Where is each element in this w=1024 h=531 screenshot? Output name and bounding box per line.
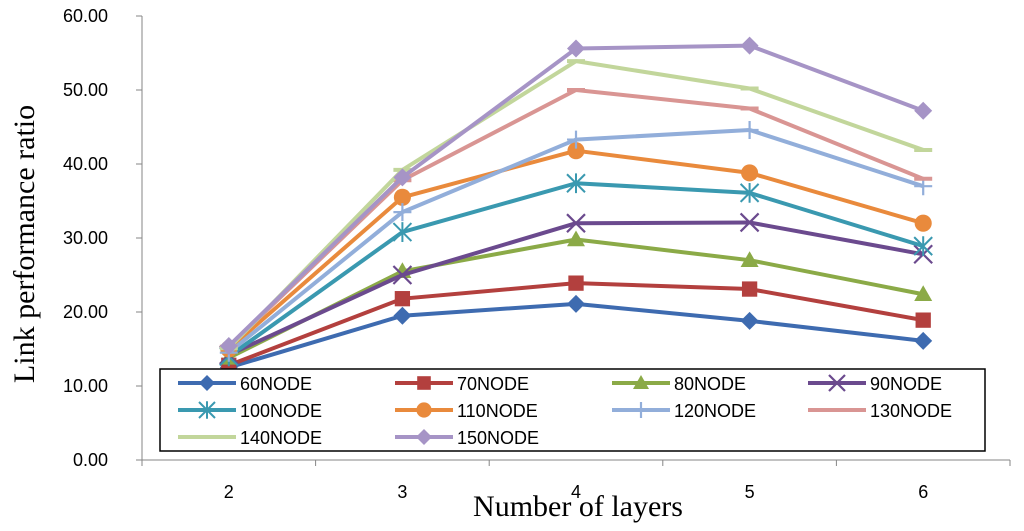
data-point — [740, 251, 759, 267]
legend-item-100node: 100NODE — [178, 401, 322, 421]
data-point — [567, 130, 585, 149]
data-point — [914, 101, 933, 120]
data-point — [393, 188, 411, 206]
data-point — [915, 312, 931, 328]
legend-item-130node: 130NODE — [808, 401, 952, 421]
legend-label: 80NODE — [674, 374, 746, 394]
data-point — [393, 306, 412, 325]
y-tick-labels: 0.00 10.00 20.00 30.00 40.00 50.00 60.00 — [63, 6, 108, 470]
data-point — [392, 265, 413, 285]
data-point — [828, 374, 846, 392]
x-tick-label: 6 — [918, 482, 928, 502]
x-tick-labels: 2 3 4 5 6 — [224, 482, 928, 502]
data-point — [633, 375, 649, 389]
data-point — [739, 182, 760, 203]
data-point — [394, 291, 411, 307]
data-point — [198, 401, 216, 419]
legend-item-110node: 110NODE — [395, 401, 538, 421]
y-tick-label: 50.00 — [63, 80, 108, 100]
legend-item-60node: 60NODE — [178, 374, 312, 394]
data-point — [741, 281, 758, 297]
data-point — [416, 402, 432, 418]
legend-label: 140NODE — [240, 428, 322, 448]
data-point — [633, 402, 649, 418]
data-point — [417, 376, 431, 390]
x-tick-label: 2 — [224, 482, 234, 502]
legend-label: 60NODE — [240, 374, 312, 394]
legend-item-80node: 80NODE — [612, 374, 746, 394]
data-point — [219, 337, 238, 356]
legend-item-140node: 140NODE — [178, 428, 322, 448]
y-tick-label: 10.00 — [63, 376, 108, 396]
y-tick-label: 0.00 — [73, 450, 108, 470]
data-point — [914, 285, 933, 301]
y-axis-title: Link performance ratio — [8, 105, 41, 383]
legend-item-150node: 150NODE — [395, 428, 539, 448]
series-90node — [219, 212, 933, 365]
series-group — [219, 36, 933, 377]
series-70node — [221, 275, 931, 373]
data-point — [566, 213, 586, 233]
data-point — [199, 375, 215, 391]
data-point — [567, 230, 585, 247]
y-tick-label: 30.00 — [63, 228, 108, 248]
legend-label: 90NODE — [870, 374, 942, 394]
data-point — [914, 331, 933, 350]
data-point — [740, 36, 759, 55]
x-axis-title: Number of layers — [473, 490, 683, 523]
legend-item-120node: 120NODE — [612, 401, 756, 421]
data-point — [416, 429, 432, 445]
data-point — [393, 203, 412, 222]
data-point — [392, 222, 413, 242]
legend-label: 150NODE — [457, 428, 539, 448]
legend-label: 130NODE — [870, 401, 952, 421]
data-point — [739, 212, 760, 233]
data-point — [393, 168, 412, 187]
series-150node — [219, 36, 933, 356]
legend-label: 70NODE — [457, 374, 529, 394]
x-tick-label: 5 — [745, 482, 755, 502]
data-point — [740, 311, 759, 330]
data-point — [568, 275, 584, 291]
data-point — [567, 294, 585, 313]
y-tick-label: 20.00 — [63, 302, 108, 322]
legend-item-70node: 70NODE — [395, 374, 529, 394]
data-point — [566, 173, 586, 194]
data-point — [740, 120, 759, 139]
data-point — [913, 236, 933, 257]
legend-label: 120NODE — [674, 401, 756, 421]
x-tick-label: 4 — [571, 482, 581, 502]
legend-label: 110NODE — [457, 401, 538, 421]
data-point — [741, 164, 759, 182]
y-tick-label: 60.00 — [63, 6, 108, 26]
y-tick-label: 40.00 — [63, 154, 108, 174]
data-point — [914, 214, 932, 232]
legend: 60NODE 70NODE 80NODE 90NODE 100NODE 110NODE 12… — [159, 368, 986, 452]
legend-label: 100NODE — [240, 401, 322, 421]
x-tick-label: 3 — [397, 482, 407, 502]
axes — [136, 15, 1011, 466]
legend-item-90node: 90NODE — [808, 374, 942, 394]
data-point — [567, 39, 585, 58]
data-point — [567, 142, 585, 160]
series-line — [228, 301, 924, 370]
